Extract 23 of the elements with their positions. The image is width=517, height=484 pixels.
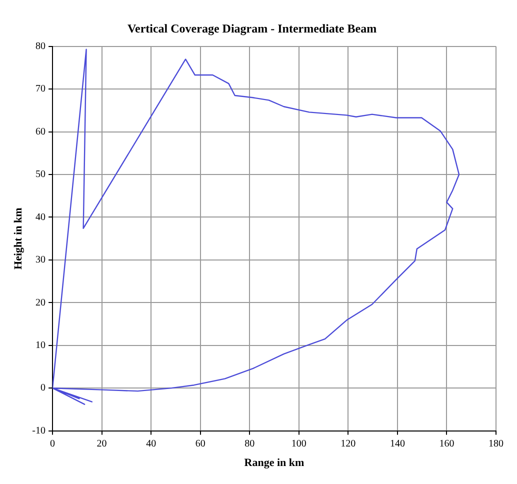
y-tick-label: 60 bbox=[36, 126, 46, 138]
y-tick-label: 30 bbox=[36, 254, 46, 266]
x-tick-label: 140 bbox=[390, 438, 405, 450]
y-tick-label: 80 bbox=[36, 41, 46, 52]
x-tick-label: 80 bbox=[244, 438, 255, 450]
x-axis-title: Range in km bbox=[244, 457, 304, 470]
y-tick-label: 70 bbox=[36, 84, 46, 95]
x-tick-label: 100 bbox=[291, 438, 306, 450]
y-axis-title: Height in km bbox=[12, 208, 24, 270]
x-tick-label: 40 bbox=[146, 438, 156, 450]
y-tick-label: 20 bbox=[36, 297, 46, 308]
y-tick-label: -10 bbox=[32, 425, 46, 436]
chart-title: Vertical Coverage Diagram - Intermediate Beam bbox=[127, 21, 377, 36]
x-tick-label: 60 bbox=[195, 438, 206, 450]
y-tick-label: 10 bbox=[36, 340, 46, 352]
y-tick-label: 0 bbox=[40, 382, 46, 394]
x-tick-label: 160 bbox=[439, 438, 454, 450]
x-tick-label: 0 bbox=[50, 438, 56, 450]
y-tick-label: 50 bbox=[36, 169, 46, 180]
x-tick-label: 120 bbox=[340, 438, 356, 450]
x-tick-label: 180 bbox=[488, 438, 504, 450]
y-tick-label: 40 bbox=[36, 212, 46, 223]
x-tick-label: 20 bbox=[96, 438, 107, 450]
